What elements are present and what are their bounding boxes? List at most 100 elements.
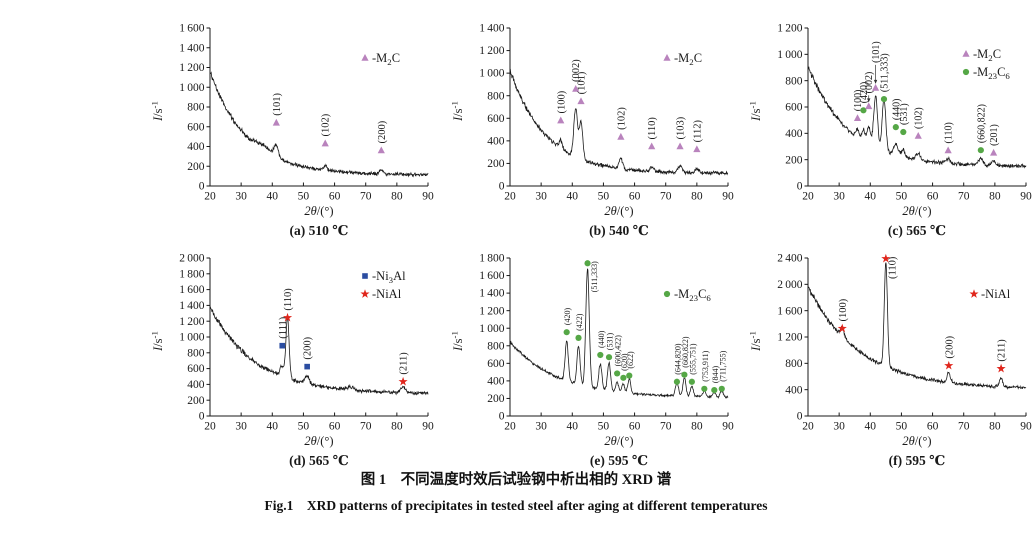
circle-marker	[614, 370, 621, 377]
peak-label: (102)	[616, 107, 627, 130]
triangle-marker	[865, 102, 873, 110]
y-tick-label: 1 400	[179, 42, 205, 54]
subplot-title: (a) 510 ℃	[290, 223, 349, 238]
x-tick-label: 70	[958, 421, 970, 433]
x-tick-label: 40	[567, 191, 579, 203]
peak-label: (622)	[626, 351, 635, 369]
x-tick-label: 50	[598, 191, 610, 203]
peak-label: (102)	[321, 113, 332, 136]
peak-label: (211)	[997, 339, 1008, 362]
x-axis-label: 2θ/(°)	[902, 434, 931, 448]
legend-label: -M2C	[372, 51, 400, 67]
x-tick-label: 80	[391, 421, 403, 433]
xrd-curve	[509, 268, 729, 399]
peak-label: (422)	[575, 313, 584, 331]
x-tick-label: 60	[329, 191, 341, 203]
x-tick-label: 30	[535, 191, 547, 203]
x-tick-label: 80	[391, 191, 403, 203]
peak-label: (511,333)	[590, 261, 599, 292]
legend-label: -M2C	[674, 51, 702, 67]
circle-marker	[575, 334, 582, 341]
peak-label: (844)	[711, 365, 720, 383]
y-tick-label: 1 200	[179, 62, 205, 74]
y-tick-label: 1 000	[179, 332, 205, 344]
y-tick-label: 1 600	[479, 270, 505, 282]
peak-label: (200)	[944, 335, 955, 358]
peak-label: (110)	[647, 117, 658, 140]
circle-marker	[681, 371, 688, 378]
peak-label: (531)	[899, 103, 910, 125]
y-tick-label: 0	[499, 181, 505, 193]
peak-label: (103)	[676, 116, 687, 139]
y-tick-label: 1 000	[777, 49, 803, 61]
x-tick-label: 80	[691, 421, 703, 433]
peak-label: (100)	[853, 90, 864, 112]
square-marker	[362, 273, 368, 279]
legend-entry: -NiAl	[969, 287, 1011, 301]
peak-label: (101)	[871, 41, 882, 63]
x-tick-label: 70	[958, 191, 970, 203]
y-tick-label: 400	[187, 141, 205, 153]
y-tick-label: 600	[187, 121, 205, 133]
star-marker	[996, 363, 1006, 373]
x-tick-label: 50	[896, 421, 908, 433]
y-tick-label: 600	[785, 102, 803, 114]
peak-label: (753,911)	[701, 350, 710, 381]
y-tick-label: 600	[487, 358, 505, 370]
x-tick-label: 60	[927, 191, 939, 203]
legend-label: -NiAl	[981, 287, 1011, 301]
peak-label: (644,820)	[673, 343, 682, 375]
circle-marker	[711, 387, 718, 394]
y-tick-label: 2 000	[777, 279, 803, 291]
x-tick-label: 30	[235, 191, 247, 203]
peak-label: (531)	[606, 333, 615, 351]
y-tick-label: 1 400	[479, 23, 505, 35]
y-axis-label: I/s-1	[150, 101, 166, 122]
y-tick-label: 0	[797, 411, 803, 423]
star-marker	[944, 360, 954, 370]
y-tick-label: 800	[487, 340, 505, 352]
y-tick-label: 1 000	[179, 82, 205, 94]
x-tick-label: 20	[802, 421, 814, 433]
legend-label: -M23C6	[973, 65, 1010, 81]
panel-f: 0 400 800 1 200 1 600 2 000 2 400 20 30 40 50 60 70 8…	[738, 248, 1032, 476]
peak-label: (660,822)	[681, 336, 690, 368]
legend-entry: -M2C	[361, 51, 400, 67]
x-axis-label: 2θ/(°)	[304, 204, 333, 218]
x-axis-label: 2θ/(°)	[604, 204, 633, 218]
x-tick-label: 60	[629, 191, 641, 203]
triangle-marker	[272, 118, 280, 126]
peak-label: (440)	[891, 98, 902, 120]
y-axis-label: I/s-1	[748, 101, 764, 122]
peak-label: (211)	[399, 352, 410, 375]
circle-marker	[860, 107, 867, 114]
x-tick-label: 20	[204, 421, 216, 433]
subplot-title: (e) 595 ℃	[590, 453, 648, 468]
triangle-marker	[577, 97, 585, 105]
subplot-title: (b) 540 ℃	[589, 223, 649, 238]
triangle-marker	[321, 139, 329, 147]
peak-label: (420)	[563, 308, 572, 326]
y-tick-label: 400	[187, 379, 205, 391]
y-axis-label: I/s-1	[748, 331, 764, 352]
panel-d: 0 200 400 600 800 1 000 1 200 1 400 1 600 1 800 2 …	[140, 248, 440, 476]
x-tick-label: 90	[722, 421, 734, 433]
triangle-marker	[853, 114, 862, 121]
x-tick-label: 50	[598, 421, 610, 433]
peak-label: (200)	[303, 336, 314, 359]
subplot-title: (d) 565 ℃	[289, 453, 349, 468]
x-axis-label: 2θ/(°)	[604, 434, 633, 448]
x-tick-label: 30	[235, 421, 247, 433]
peak-label: (100)	[556, 90, 567, 113]
xrd-curve	[209, 306, 429, 396]
xrd-curve	[807, 66, 1027, 169]
peak-label: (620)	[620, 353, 629, 371]
star-marker	[398, 376, 408, 386]
y-tick-label: 1 800	[479, 253, 505, 265]
y-axis-label: I/s-1	[450, 101, 466, 122]
x-axis-label: 2θ/(°)	[304, 434, 333, 448]
triangle-marker	[944, 146, 952, 154]
panel-a: 0 200 400 600 800 1 000 1 200 1 400 1 600 20 30 40 5…	[140, 18, 440, 246]
y-tick-label: 1 000	[479, 323, 505, 335]
y-tick-label: 600	[487, 113, 505, 125]
